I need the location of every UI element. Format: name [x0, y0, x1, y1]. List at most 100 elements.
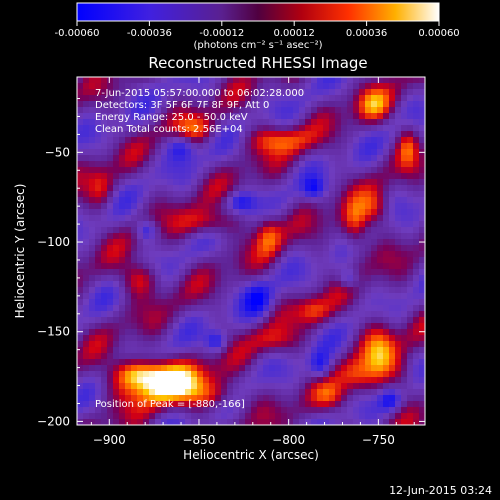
heatmap-cell: [341, 305, 348, 312]
heatmap-cell: [197, 395, 204, 402]
heatmap-cell: [137, 233, 144, 240]
heatmap-cell: [251, 131, 258, 138]
heatmap-cell: [173, 305, 180, 312]
heatmap-cell: [203, 251, 210, 258]
heatmap-cell: [299, 281, 306, 288]
heatmap-cell: [95, 281, 102, 288]
heatmap-cell: [305, 347, 312, 354]
heatmap-cell: [293, 251, 300, 258]
heatmap-cell: [347, 101, 354, 108]
heatmap-cell: [155, 371, 162, 378]
heatmap-cell: [239, 305, 246, 312]
heatmap-cell: [413, 251, 420, 258]
heatmap-cell: [143, 305, 150, 312]
heatmap-cell: [191, 245, 198, 252]
heatmap-cell: [83, 299, 90, 306]
heatmap-cell: [323, 107, 330, 114]
heatmap-cell: [305, 311, 312, 318]
heatmap-cell: [401, 125, 408, 132]
heatmap-cell: [335, 89, 342, 96]
heatmap-cell: [263, 383, 270, 390]
heatmap-cell: [269, 293, 276, 300]
heatmap-cell: [305, 125, 312, 132]
heatmap-cell: [101, 233, 108, 240]
heatmap-cell: [239, 221, 246, 228]
heatmap-cell: [155, 281, 162, 288]
heatmap-cell: [275, 371, 282, 378]
heatmap-cell: [251, 113, 258, 120]
heatmap-cell: [383, 173, 390, 180]
heatmap-cell: [197, 119, 204, 126]
heatmap-cell: [95, 173, 102, 180]
heatmap-cell: [251, 185, 258, 192]
heatmap-cell: [299, 335, 306, 342]
heatmap-cell: [311, 155, 318, 162]
heatmap-cell: [323, 251, 330, 258]
heatmap-cell: [173, 287, 180, 294]
heatmap-cell: [167, 311, 174, 318]
heatmap-cell: [203, 203, 210, 210]
heatmap-cell: [401, 89, 408, 96]
heatmap-cell: [317, 269, 324, 276]
heatmap-cell: [119, 227, 126, 234]
heatmap-cell: [293, 275, 300, 282]
heatmap-cell: [389, 83, 396, 90]
heatmap-cell: [167, 377, 174, 384]
heatmap-cell: [371, 383, 378, 390]
heatmap-cell: [77, 203, 84, 210]
heatmap-cell: [269, 401, 276, 408]
heatmap-cell: [233, 293, 240, 300]
heatmap-cell: [209, 233, 216, 240]
heatmap-cell: [263, 125, 270, 132]
heatmap-cell: [119, 401, 126, 408]
heatmap-cell: [233, 155, 240, 162]
heatmap-cell: [185, 359, 192, 366]
heatmap-cell: [359, 203, 366, 210]
heatmap-cell: [137, 359, 144, 366]
heatmap-cell: [413, 215, 420, 222]
heatmap-cell: [161, 89, 168, 96]
heatmap-cell: [89, 407, 96, 414]
heatmap-cell: [389, 197, 396, 204]
heatmap-cell: [401, 245, 408, 252]
heatmap-cell: [173, 83, 180, 90]
heatmap-cell: [83, 119, 90, 126]
heatmap-cell: [89, 257, 96, 264]
heatmap-cell: [173, 371, 180, 378]
heatmap-cell: [179, 203, 186, 210]
heatmap-cell: [263, 275, 270, 282]
heatmap-cell: [371, 95, 378, 102]
heatmap-cell: [113, 251, 120, 258]
heatmap-cell: [305, 281, 312, 288]
heatmap-cell: [137, 191, 144, 198]
heatmap-cell: [143, 263, 150, 270]
heatmap-cell: [341, 377, 348, 384]
heatmap-cell: [167, 209, 174, 216]
heatmap-cell: [311, 101, 318, 108]
heatmap-cell: [359, 197, 366, 204]
heatmap-cell: [185, 155, 192, 162]
heatmap-cell: [389, 233, 396, 240]
heatmap-cell: [329, 95, 336, 102]
heatmap-cell: [371, 335, 378, 342]
heatmap-cell: [323, 389, 330, 396]
heatmap-cell: [383, 191, 390, 198]
heatmap-cell: [251, 215, 258, 222]
heatmap-cell: [257, 215, 264, 222]
heatmap-cell: [89, 179, 96, 186]
heatmap-cell: [245, 371, 252, 378]
heatmap-cell: [173, 269, 180, 276]
heatmap-cell: [353, 155, 360, 162]
heatmap-cell: [227, 119, 234, 126]
heatmap-cell: [125, 335, 132, 342]
heatmap-cell: [179, 215, 186, 222]
heatmap-cell: [335, 383, 342, 390]
heatmap-cell: [269, 335, 276, 342]
heatmap-cell: [281, 365, 288, 372]
heatmap-cell: [197, 305, 204, 312]
heatmap-cell: [275, 317, 282, 324]
heatmap-cell: [197, 107, 204, 114]
heatmap-cell: [383, 305, 390, 312]
heatmap-cell: [227, 215, 234, 222]
heatmap-cell: [383, 377, 390, 384]
